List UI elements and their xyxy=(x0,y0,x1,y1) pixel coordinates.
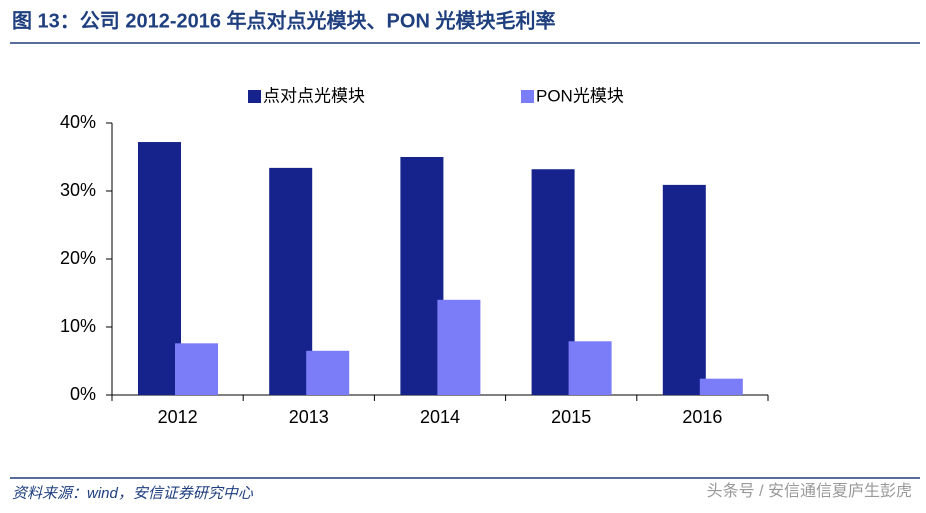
bar xyxy=(531,169,575,395)
y-tick-label: 20% xyxy=(60,248,96,268)
bar xyxy=(175,343,218,395)
bar xyxy=(662,184,706,395)
x-tick-label: 2014 xyxy=(420,407,460,427)
x-tick-label: 2013 xyxy=(289,407,329,427)
bar xyxy=(138,142,181,395)
y-tick-label: 30% xyxy=(60,180,96,200)
bar xyxy=(437,299,481,395)
bar xyxy=(400,157,444,395)
x-tick-label: 2016 xyxy=(682,407,722,427)
legend-swatch xyxy=(521,90,534,103)
source-note: 资料来源：wind，安信证券研究中心 xyxy=(12,485,254,502)
y-tick-label: 10% xyxy=(60,316,96,336)
bar xyxy=(568,341,612,395)
watermark: 头条号 / 安信通信夏庐生彭虎 xyxy=(707,482,912,500)
legend-swatch xyxy=(248,90,261,103)
legend-label: PON光模块 xyxy=(536,86,624,105)
y-tick-label: 0% xyxy=(70,384,96,404)
bar xyxy=(699,378,743,395)
y-tick-label: 40% xyxy=(60,112,96,132)
x-tick-label: 2015 xyxy=(551,407,591,427)
bar xyxy=(269,167,313,395)
x-tick-label: 2012 xyxy=(158,407,198,427)
legend-label: 点对点光模块 xyxy=(263,86,365,105)
bar xyxy=(306,350,350,395)
chart-title: 图 13：公司 2012-2016 年点对点光模块、PON 光模块毛利率 xyxy=(12,8,555,32)
